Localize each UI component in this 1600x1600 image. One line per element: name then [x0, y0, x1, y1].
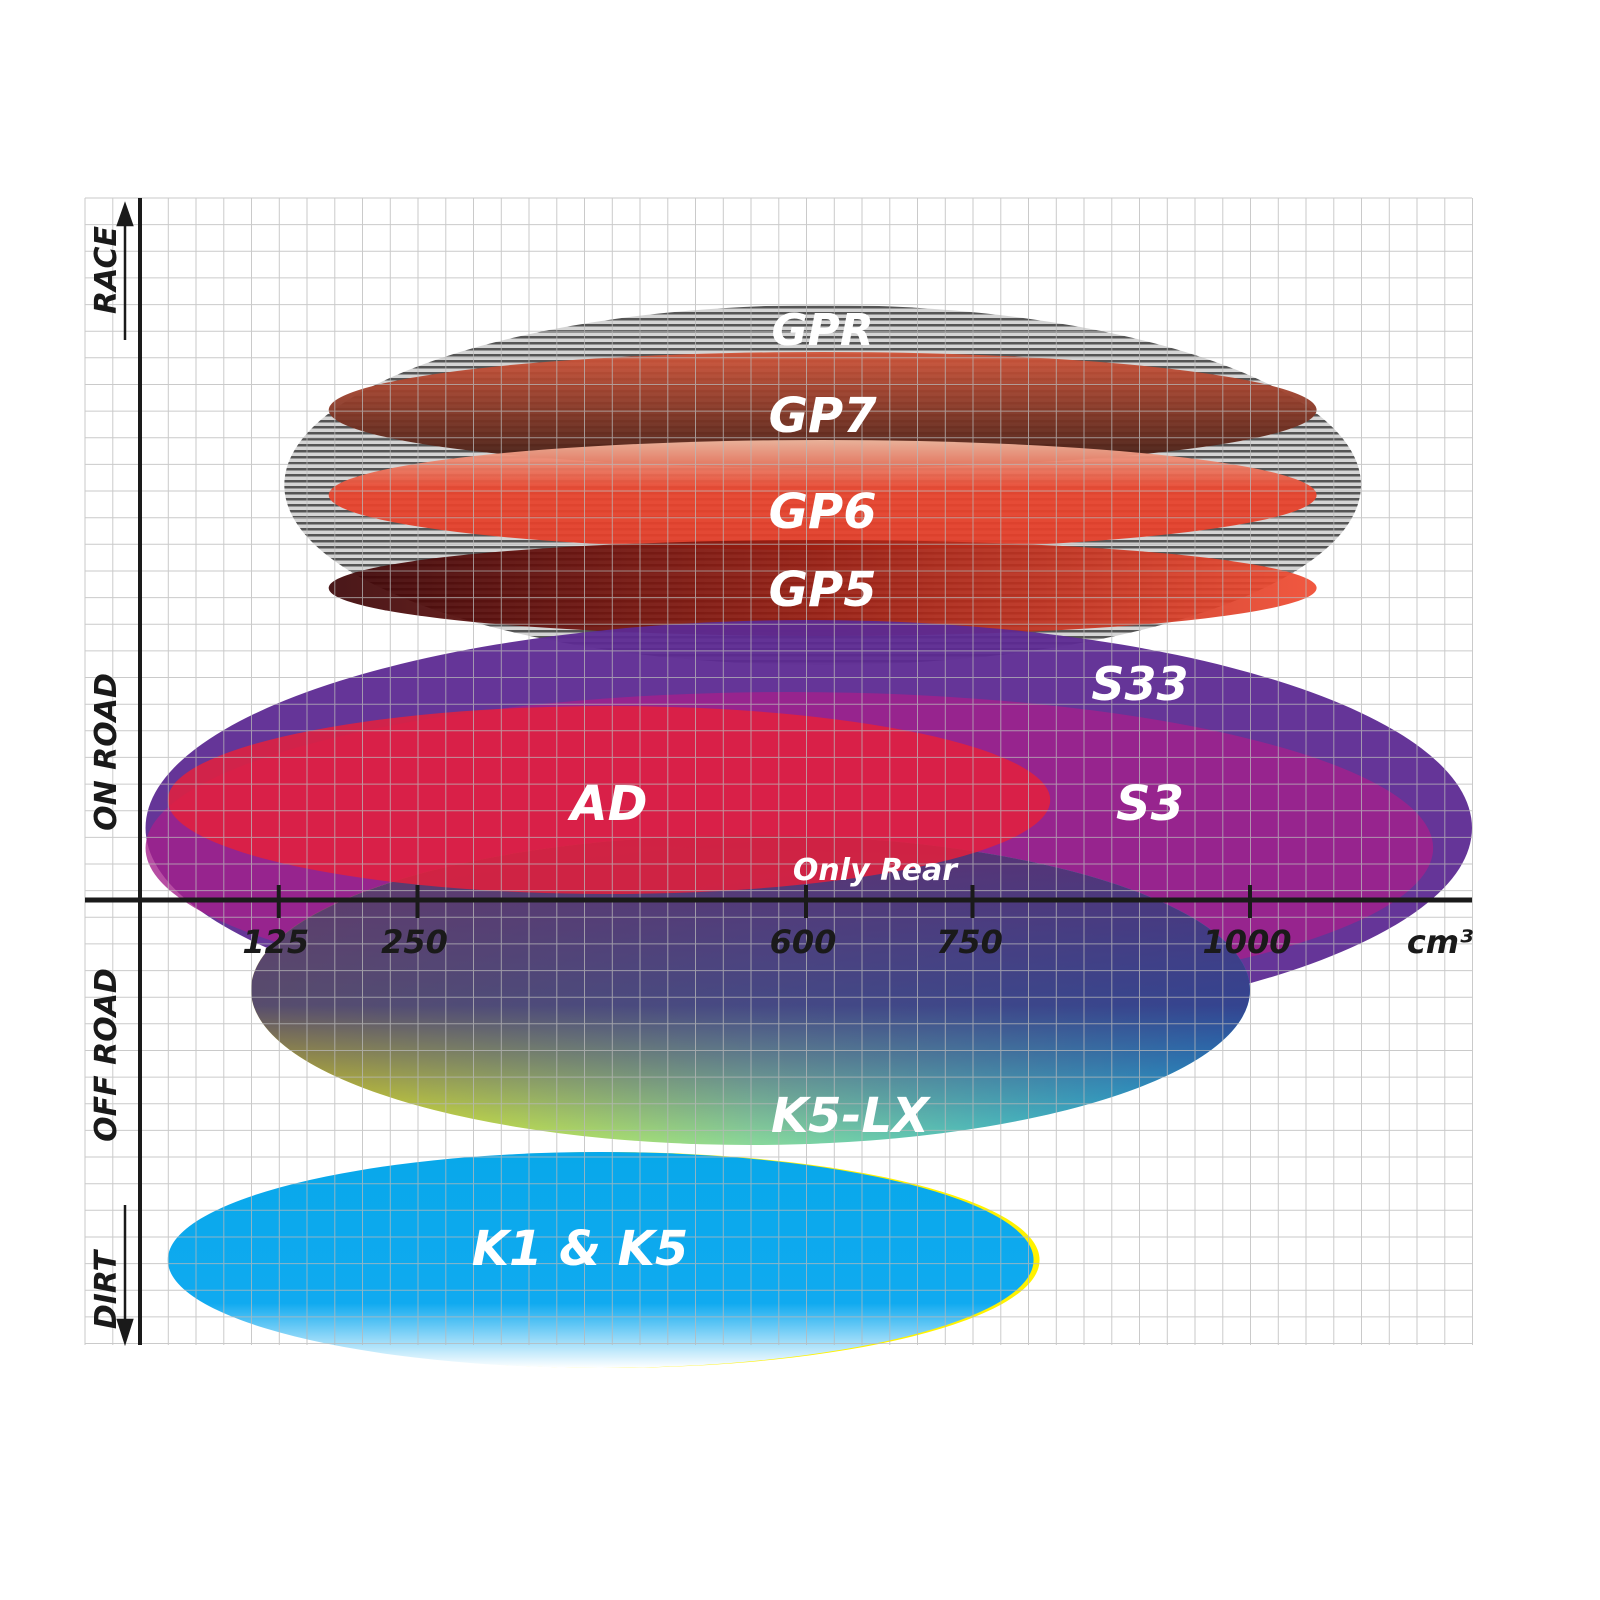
x-tick-label: 125 — [242, 923, 309, 961]
arrow-up-icon — [116, 201, 134, 340]
x-tick-label: 250 — [381, 923, 448, 961]
axes: 125 250 600 750 1000 cm³ RACE ON ROAD OFF ROAD DI… — [85, 198, 1473, 1347]
ellipse-gp6 — [328, 440, 1317, 550]
y-category-dirt: DIRT — [89, 1248, 124, 1329]
label-ad: AD — [566, 776, 647, 832]
y-category-race: RACE — [89, 226, 124, 314]
y-category-on-road: ON ROAD — [89, 673, 124, 831]
ellipse-ad — [167, 706, 1051, 894]
x-axis-unit: cm³ — [1407, 923, 1473, 961]
label-only-rear: Only Rear — [793, 853, 959, 888]
label-s3: S3 — [1116, 776, 1184, 832]
label-gp7: GP7 — [769, 388, 878, 444]
x-tick-label: 750 — [936, 923, 1003, 961]
ellipse-gp7 — [328, 352, 1317, 468]
label-s33: S33 — [1091, 657, 1188, 711]
label-k1-k5: K1 & K5 — [472, 1221, 688, 1277]
label-gp5: GP5 — [769, 562, 877, 618]
label-gp6: GP6 — [769, 484, 877, 540]
x-tick-label: 600 — [770, 923, 837, 961]
product-labels: GPR GP7 GP6 GP5 S33 S3 K5-LX Only Rear AD K1 & K5 — [472, 305, 1189, 1277]
label-k5-lx: K5-LX — [771, 1088, 931, 1144]
grid-lines — [84, 197, 1473, 1345]
arrow-down-icon — [116, 1205, 134, 1347]
y-category-off-road: OFF ROAD — [89, 968, 124, 1142]
grid — [84, 197, 1473, 1345]
label-gpr: GPR — [772, 305, 874, 356]
ellipse-k1-k5 — [167, 1152, 1034, 1368]
ellipse-gp5 — [328, 540, 1317, 636]
x-tick-label: 1000 — [1202, 923, 1291, 961]
